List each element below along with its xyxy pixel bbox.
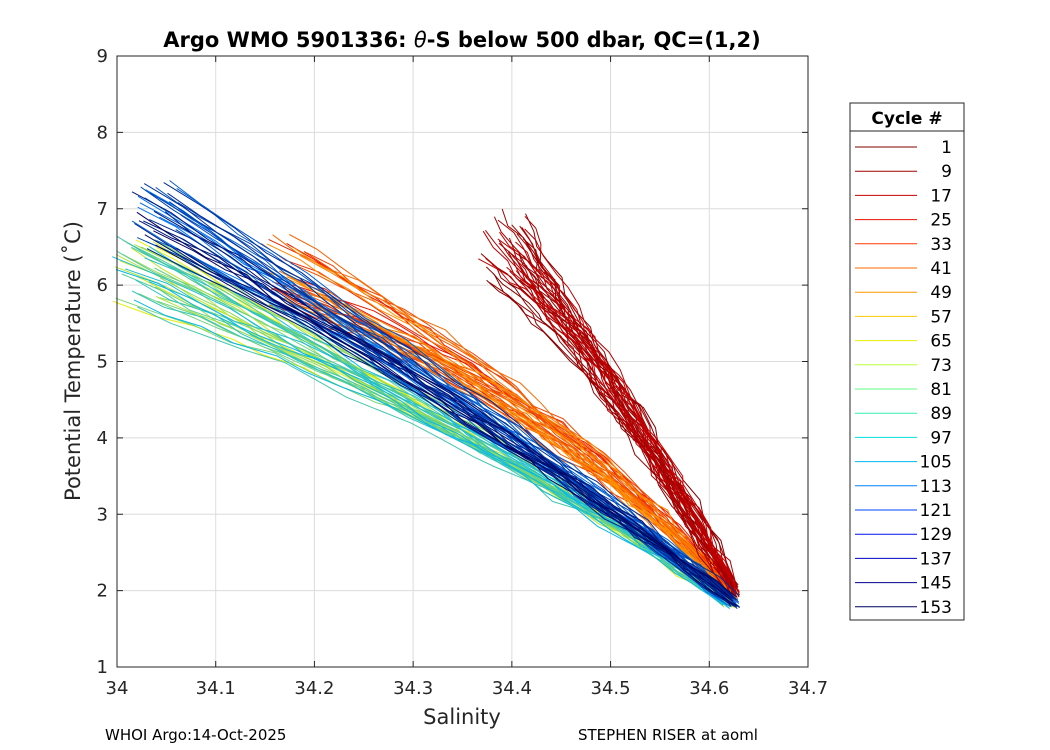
- cycle-profile-line: [524, 228, 734, 597]
- legend-entry-label: 25: [930, 211, 952, 231]
- legend-entry-label: 113: [920, 477, 952, 497]
- legend-entry-label: 41: [930, 259, 952, 279]
- legend-entry-label: 65: [930, 332, 952, 352]
- x-tick-label: 34.7: [788, 678, 828, 699]
- cycle-profile-line: [153, 230, 730, 597]
- y-tick-label: 3: [97, 504, 108, 525]
- cycle-profile-line: [155, 186, 733, 600]
- y-tick-label: 7: [97, 199, 108, 220]
- cycle-profile-line: [163, 182, 740, 596]
- cycle-profile-line: [131, 191, 735, 599]
- cycle-profile-line: [135, 279, 730, 599]
- cycle-profile-line: [485, 257, 732, 597]
- legend-entry-label: 81: [930, 380, 952, 400]
- cycle-profile-line: [144, 234, 733, 599]
- legend-entry-label: 33: [930, 235, 952, 255]
- cycle-profile-line: [482, 230, 736, 589]
- x-axis-label: Salinity: [423, 705, 501, 729]
- cycle-profile-line: [143, 183, 734, 600]
- footer-left: WHOI Argo:14-Oct-2025: [105, 726, 286, 744]
- cycle-profile-line: [272, 285, 739, 595]
- y-axis-label: Potential Temperature (˚C): [61, 221, 85, 501]
- cycle-profile-line: [136, 237, 730, 603]
- footer-right: STEPHEN RISER at aoml: [578, 726, 758, 744]
- legend-entry-label: 145: [920, 574, 952, 594]
- legend-entry-label: 153: [920, 598, 952, 618]
- y-tick-label: 9: [97, 46, 108, 67]
- cycle-profile-line: [286, 276, 736, 599]
- cycle-profile-line: [175, 229, 729, 602]
- x-tick-label: 34: [106, 678, 129, 699]
- cycle-profile-line: [506, 266, 738, 595]
- legend-title: Cycle #: [871, 109, 942, 129]
- chart-title: Argo WMO 5901336: θ-S below 500 dbar, QC…: [163, 28, 760, 52]
- cycle-profile-line: [519, 270, 735, 593]
- cycle-profile-line: [261, 269, 731, 597]
- cycle-profile-line: [148, 281, 731, 609]
- x-tick-label: 34.5: [591, 678, 631, 699]
- cycle-profile-line: [164, 211, 732, 607]
- legend-entry-label: 137: [920, 549, 952, 569]
- cycle-profile-line: [134, 223, 737, 608]
- legend-entry-label: 49: [930, 283, 952, 303]
- x-tick-label: 34.6: [689, 678, 729, 699]
- legend-entry-label: 105: [920, 453, 952, 473]
- legend-entry-label: 129: [920, 525, 952, 545]
- y-tick-label: 8: [97, 122, 108, 143]
- x-tick-label: 34.4: [492, 678, 532, 699]
- cycle-profile-line: [176, 247, 734, 602]
- x-tick-label: 34.3: [393, 678, 433, 699]
- data-lines: [112, 180, 741, 609]
- legend-entry-label: 121: [920, 501, 952, 521]
- y-tick-label: 4: [97, 428, 108, 449]
- y-tick-label: 6: [97, 275, 108, 296]
- cycle-profile-line: [497, 238, 730, 598]
- cycle-profile-line: [478, 258, 740, 593]
- legend-entry-label: 9: [941, 162, 952, 182]
- cycle-profile-line: [523, 264, 736, 585]
- cycle-profile-line: [293, 247, 730, 598]
- x-tick-label: 34.1: [196, 678, 236, 699]
- y-tick-label: 2: [97, 581, 108, 602]
- legend-entry-label: 1: [941, 138, 952, 158]
- cycle-profile-line: [304, 292, 738, 602]
- legend-entry-label: 89: [930, 404, 952, 424]
- cycle-profile-line: [499, 231, 736, 586]
- y-tick-label: 1: [97, 657, 108, 678]
- legend: Cycle # 1 9 17 25 33 41 49 57 65 73 81 89 97 105 113 12…: [849, 102, 965, 621]
- legend-entry-label: 57: [930, 307, 952, 327]
- legend-entry-label: 97: [930, 428, 952, 448]
- cycle-profile-line: [136, 211, 737, 606]
- cycle-profile-line: [146, 248, 733, 604]
- x-tick-label: 34.2: [294, 678, 334, 699]
- cycle-profile-line: [291, 277, 731, 592]
- cycle-profile-line: [133, 299, 724, 606]
- legend-entry-label: 73: [930, 356, 952, 376]
- cycle-profile-line: [169, 180, 739, 603]
- cycle-profile-line: [515, 241, 736, 587]
- y-tick-label: 5: [97, 352, 108, 373]
- legend-entry-label: 17: [930, 186, 952, 206]
